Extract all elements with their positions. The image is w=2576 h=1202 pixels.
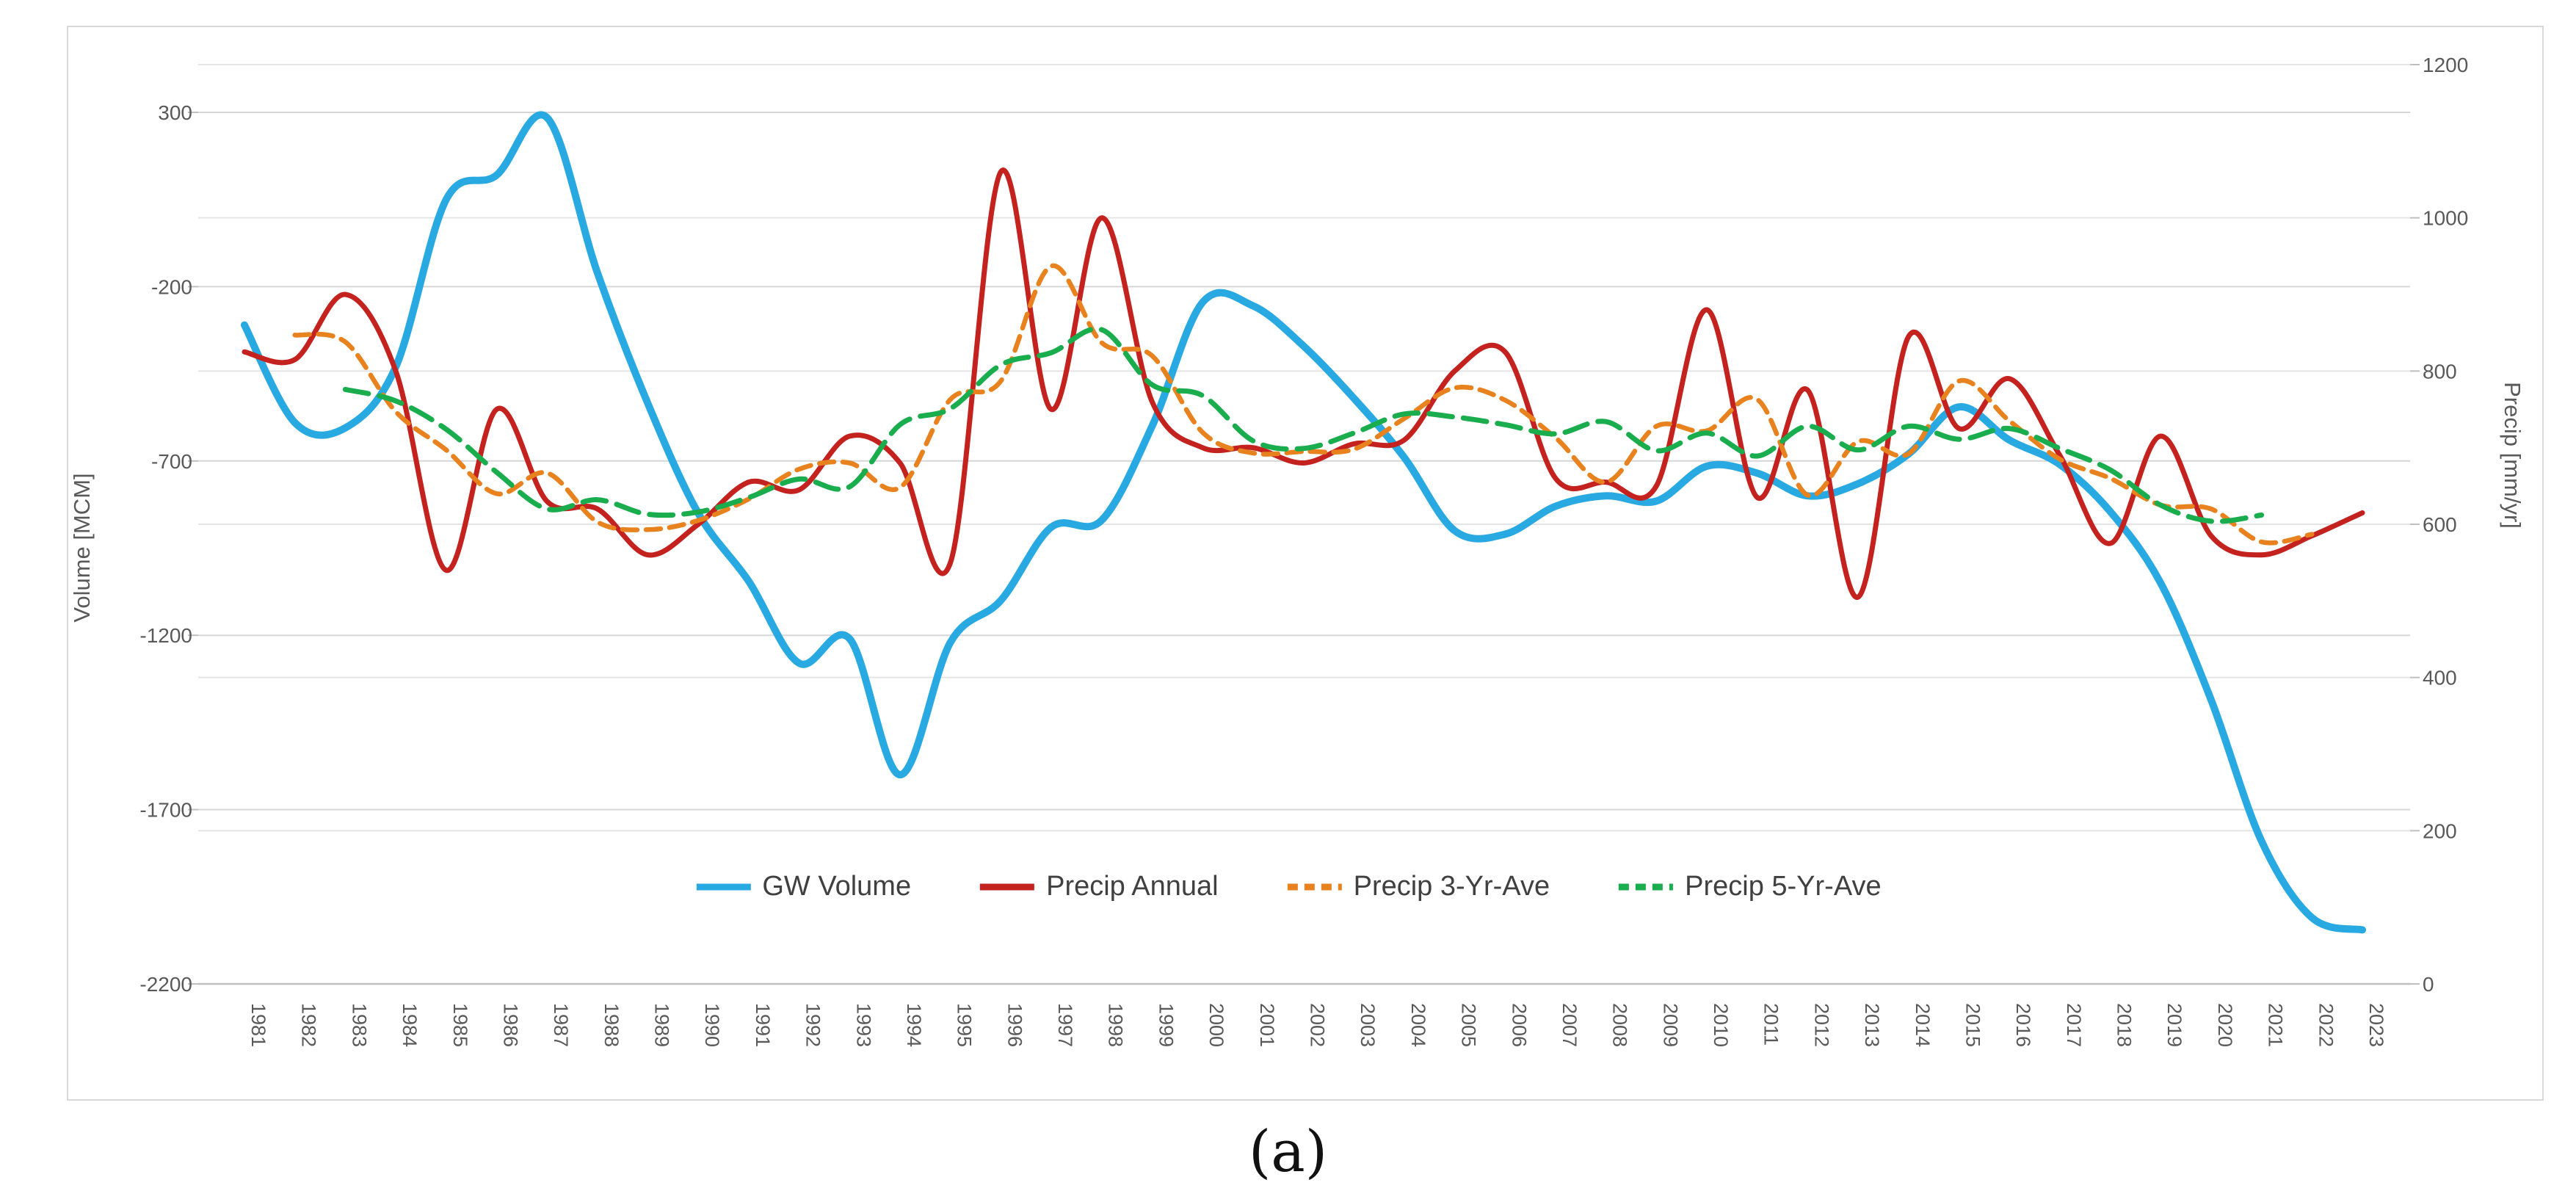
legend-item-precip-3-yr-ave: Precip 3-Yr-Ave: [1286, 871, 1550, 902]
x-axis-year-label: 2009: [1659, 1003, 1681, 1047]
right-axis-tick-label: 1000: [2423, 207, 2468, 230]
gridlines-right-axis: [198, 64, 2410, 832]
legend-label: Precip 5-Yr-Ave: [1685, 871, 1882, 902]
x-axis-year-label: 2021: [2265, 1003, 2287, 1047]
x-axis-year-label: 2011: [1760, 1003, 1782, 1046]
legend-label: GW Volume: [762, 871, 912, 902]
left-axis-tick-label: -200: [151, 275, 192, 298]
x-axis-year-label: 1983: [348, 1003, 370, 1047]
x-axis-year-label: 2004: [1407, 1003, 1429, 1047]
right-axis-tick-labels: 1200 1000 800 600 400 200 0: [2423, 54, 2468, 996]
x-axis-year-label: 2020: [2214, 1003, 2236, 1047]
x-axis-year-label: 1988: [601, 1003, 623, 1047]
x-axis-year-label: 2015: [1962, 1003, 1984, 1047]
x-axis-year-label: 1989: [651, 1003, 673, 1047]
left-axis-tick-label: -2200: [139, 973, 192, 996]
left-axis-tick-label: -700: [151, 450, 192, 473]
legend-swatch-line-icon: [1619, 883, 1674, 890]
precip-annual-line: [242, 167, 2365, 600]
x-axis-year-label: 1991: [752, 1003, 774, 1047]
x-axis-year-label: 2008: [1609, 1003, 1631, 1047]
x-axis-year-label: 2016: [2012, 1003, 2034, 1047]
legend-swatch-line-icon: [980, 883, 1035, 890]
x-axis-year-labels: 1981 1982 1983 1984 1985 1986 1987 1988 1989 1990…: [247, 1003, 2387, 1047]
right-axis-tick-label: 200: [2423, 819, 2457, 842]
x-axis-year-label: 1981: [247, 1003, 269, 1047]
x-axis-year-label: 1997: [1054, 1003, 1076, 1047]
legend-swatch-line-icon: [1287, 883, 1342, 890]
x-axis-year-label: 2010: [1710, 1003, 1732, 1047]
left-axis-title: Volume [MCM]: [69, 473, 95, 622]
x-axis-year-label: 1992: [802, 1003, 824, 1047]
left-axis-tick-label: -1200: [139, 624, 192, 647]
x-axis-year-label: 2023: [2365, 1003, 2387, 1047]
x-axis-year-label: 1987: [550, 1003, 572, 1047]
x-axis-year-label: 2012: [1810, 1003, 1832, 1047]
legend-swatch-line-icon: [696, 883, 751, 890]
x-axis-year-label: 2002: [1306, 1003, 1328, 1047]
x-axis-year-label: 1982: [298, 1003, 320, 1047]
right-axis-tick-label: 400: [2423, 667, 2457, 689]
x-axis-year-label: 2018: [2114, 1003, 2136, 1047]
legend-label: Precip 3-Yr-Ave: [1353, 871, 1550, 902]
x-axis-year-label: 1993: [852, 1003, 874, 1047]
left-axis-tick-label: 300: [158, 101, 192, 124]
x-axis-year-label: 1984: [399, 1003, 421, 1047]
x-axis-year-label: 1995: [954, 1003, 976, 1047]
right-axis-tick-label: 1200: [2423, 54, 2468, 76]
figure-caption: (a): [1248, 1119, 1328, 1185]
chart-frame: [67, 26, 2544, 1101]
x-axis-year-label: 2022: [2315, 1003, 2337, 1047]
x-axis-year-label: 2017: [2063, 1003, 2085, 1047]
data-series-lines: [241, 111, 2366, 934]
x-axis-year-label: 2000: [1205, 1003, 1227, 1047]
x-axis-year-label: 1985: [449, 1003, 471, 1047]
x-axis-year-label: 2006: [1508, 1003, 1530, 1047]
precip-3-yr-ave-line: [292, 263, 2315, 546]
x-axis-year-label: 2019: [2163, 1003, 2185, 1047]
right-axis-tick-label: 800: [2423, 360, 2457, 383]
legend-item-precip-annual: Precip Annual: [979, 871, 1219, 902]
right-axis-tick-label: 600: [2423, 513, 2457, 536]
left-axis-tick-label: -1700: [139, 799, 192, 822]
x-axis-year-label: 2014: [1912, 1003, 1934, 1047]
right-axis-tick-label: 0: [2423, 973, 2434, 996]
x-axis-year-label: 2005: [1458, 1003, 1480, 1047]
legend-label: Precip Annual: [1046, 871, 1219, 902]
chart-legend: GW Volume Precip Annual Precip 3-Yr-Ave Pre…: [694, 871, 1882, 902]
x-axis-year-label: 2013: [1861, 1003, 1883, 1047]
right-axis-title: Precip [mm/yr]: [2500, 382, 2525, 529]
left-axis-tick-labels: 300 -200 -700 -1200 -1700 -2200: [139, 101, 192, 996]
legend-item-precip-5-yr-ave: Precip 5-Yr-Ave: [1617, 871, 1882, 902]
x-axis-year-label: 1990: [701, 1003, 723, 1047]
legend-item-gw-volume: GW Volume: [694, 871, 911, 902]
x-axis-year-label: 2007: [1559, 1003, 1581, 1047]
x-axis-year-label: 2001: [1256, 1003, 1278, 1047]
precip-5-yr-ave-line: [342, 326, 2265, 524]
x-axis-year-label: 1996: [1004, 1003, 1026, 1047]
x-axis-year-label: 1998: [1105, 1003, 1127, 1047]
gw-volume-line: [241, 111, 2366, 934]
axis-tick-marks: [188, 64, 2420, 985]
x-axis-year-label: 1994: [903, 1003, 925, 1047]
x-axis-year-label: 2003: [1357, 1003, 1379, 1047]
x-axis-year-label: 1999: [1155, 1003, 1177, 1047]
x-axis-year-label: 1986: [499, 1003, 521, 1047]
